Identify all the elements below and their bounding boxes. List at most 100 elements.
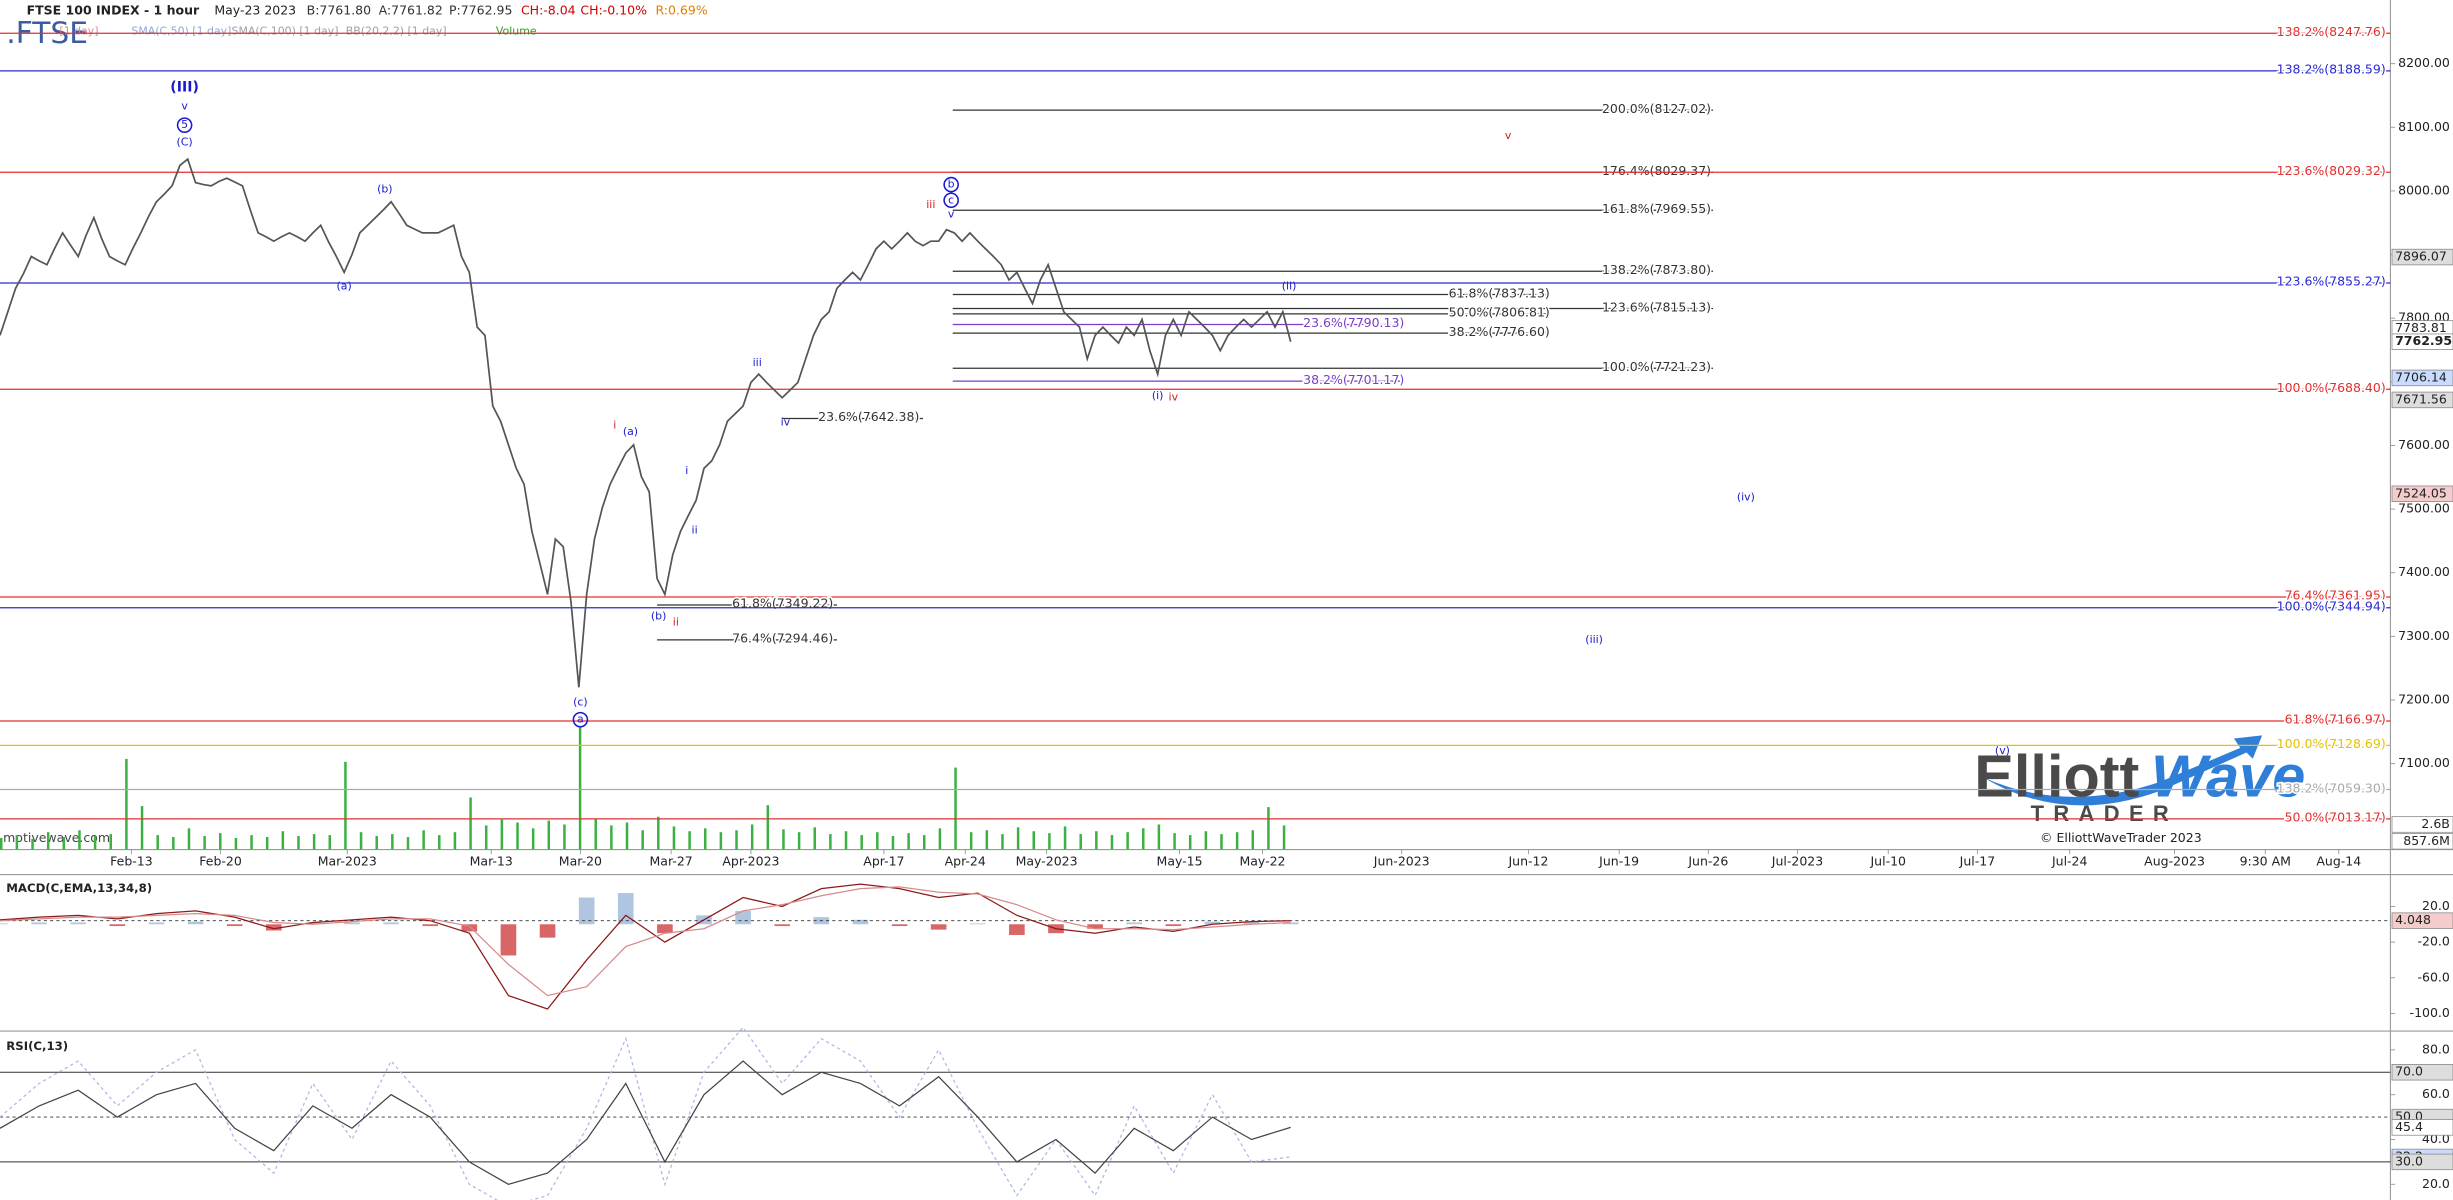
- fib-label: 123.6%(7855.27): [2277, 274, 2386, 289]
- x-tick-label: May-2023: [1016, 854, 1078, 869]
- axis-marker: [2391, 391, 2453, 409]
- volume-bar: [1267, 807, 1270, 850]
- volume-bar: [563, 824, 566, 850]
- fib-label: 61.8%(7349.22): [732, 596, 833, 611]
- volume-bar: [93, 836, 97, 850]
- wave-label: 5: [181, 118, 188, 131]
- volume-bar: [782, 829, 785, 850]
- header-quote: CH:-0.10%: [580, 2, 647, 17]
- y-tick-label: 20.0: [2422, 1176, 2450, 1191]
- volume-bar: [516, 822, 519, 850]
- series-line: [0, 886, 1291, 997]
- volume-bar: [641, 830, 644, 850]
- x-tick-label: Mar-20: [559, 854, 602, 869]
- volume-bar: [1142, 828, 1145, 850]
- x-tick-label: Aug-2023: [2144, 854, 2205, 869]
- x-tick-label: Apr-24: [945, 854, 986, 869]
- volume-bar: [62, 837, 66, 850]
- fib-label: 138.2%(7873.80): [1602, 262, 1711, 277]
- histogram-bar: [657, 924, 673, 934]
- x-tick-label: Mar-2023: [318, 854, 377, 869]
- header-quote: P:7762.95: [449, 2, 512, 17]
- histogram-bar: [461, 924, 478, 932]
- histogram-bar: [1204, 921, 1221, 925]
- overlay-legend: SMA(C,100) [1 day]: [232, 24, 339, 37]
- histogram-bar: [617, 893, 634, 925]
- volume-bar: [484, 825, 488, 850]
- overlay-legend: [1 day]: [59, 24, 98, 37]
- fib-label: 76.4%(7294.46): [732, 631, 833, 646]
- fib-label: 38.2%(7776.60): [1449, 324, 1550, 339]
- volume-bar: [453, 832, 457, 850]
- volume-bar: [829, 834, 832, 850]
- series-line: [0, 157, 1292, 688]
- volume-bar: [234, 837, 238, 850]
- volume-bar: [1188, 835, 1192, 850]
- axis-marker-label: 7783.81: [2395, 320, 2447, 335]
- x-tick-label: Mar-27: [650, 854, 693, 869]
- histogram-bar: [1009, 924, 1025, 935]
- fib-label: 50.0%(7013.17): [2285, 810, 2386, 825]
- y-tick-label: 7500.00: [2398, 501, 2450, 516]
- volume-bar: [578, 727, 582, 850]
- volume-bar: [1251, 830, 1255, 850]
- x-tick-label: Jun-12: [1507, 854, 1548, 869]
- overlay-legend: BB(20,2,2) [1 day]: [346, 24, 447, 37]
- volume-bar: [1001, 834, 1004, 850]
- y-tick-label: 8000.00: [2398, 182, 2450, 197]
- histogram-bar: [930, 924, 947, 930]
- y-tick-label: 7100.00: [2398, 755, 2450, 770]
- volume-bar: [907, 833, 910, 850]
- wave-circle: [176, 117, 193, 133]
- axis-marker-label: 7671.56: [2395, 391, 2447, 406]
- header-quote: B:7761.80: [307, 2, 372, 17]
- histogram-bar: [1165, 924, 1182, 927]
- logo-word: TRADER: [2031, 801, 2179, 826]
- histogram-bar: [344, 922, 360, 925]
- volume-bar: [1095, 831, 1098, 850]
- fib-label: 23.6%(7790.13): [1303, 315, 1404, 330]
- volume-bar: [375, 836, 378, 850]
- axis-marker: [2391, 369, 2453, 387]
- volume-bar: [1235, 832, 1239, 850]
- header-quote: CH:-8.04: [521, 2, 576, 17]
- histogram-bar: [187, 921, 204, 925]
- histogram-bar: [109, 924, 126, 927]
- x-tick-label: Feb-20: [199, 854, 242, 869]
- fib-label: 100.0%(7128.69): [2277, 736, 2386, 751]
- volume-bar: [703, 828, 707, 850]
- wave-label: (c): [573, 695, 588, 708]
- y-tick-label: 60.0: [2422, 1086, 2450, 1101]
- volume-bar: [531, 828, 535, 850]
- wave-circle: [943, 192, 959, 209]
- volume-bar: [78, 830, 81, 850]
- volume-bar: [1016, 827, 1020, 850]
- histogram-bar: [1087, 924, 1103, 929]
- volume-bar: [672, 826, 676, 850]
- wave-label: (III): [170, 80, 199, 96]
- volume-bar: [954, 767, 957, 850]
- volume-bar: [844, 831, 848, 850]
- fib-label: 176.4%(8029.37): [1602, 163, 1711, 178]
- volume-bar: [344, 761, 347, 850]
- histogram-bar: [1126, 922, 1143, 925]
- fib-label: 61.8%(7837.13): [1449, 285, 1550, 300]
- wave-label: v: [948, 207, 955, 220]
- histogram-bar: [774, 924, 791, 927]
- volume-bar: [469, 797, 472, 850]
- volume-bar: [594, 818, 597, 850]
- volume-bar: [688, 831, 691, 850]
- histogram-bar: [305, 922, 321, 925]
- histogram-bar: [70, 922, 87, 925]
- volume-bar: [1063, 826, 1067, 850]
- axis-marker: [2391, 485, 2453, 502]
- volume-bar: [140, 806, 144, 850]
- fib-label: 161.8%(7969.55): [1602, 201, 1711, 216]
- axis-marker-label: 7762.95: [2395, 333, 2452, 348]
- volume-bar: [422, 830, 425, 850]
- histogram-bar: [578, 897, 595, 925]
- wave-label: (i): [1152, 389, 1164, 402]
- wave-label: iv: [781, 415, 791, 428]
- y-tick-label: 8100.00: [2398, 119, 2450, 134]
